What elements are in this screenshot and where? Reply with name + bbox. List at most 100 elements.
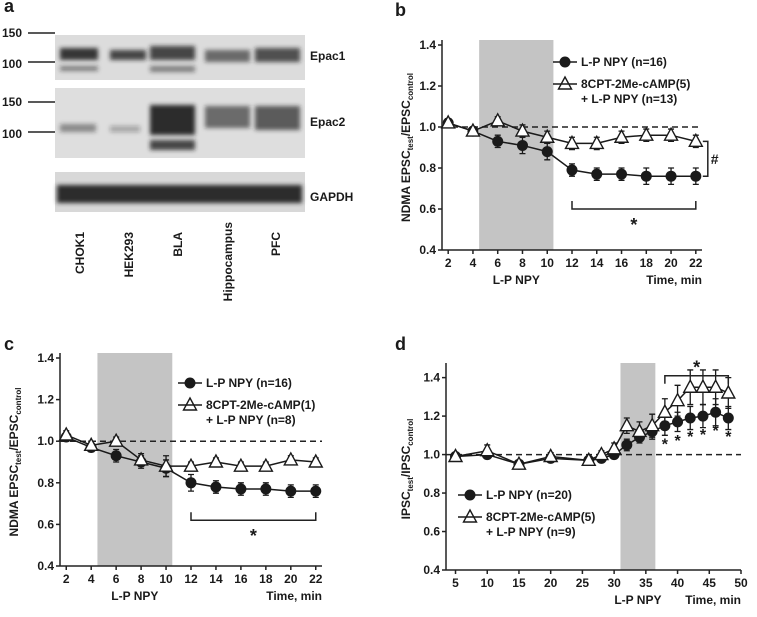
x-tick-label: 5: [452, 576, 459, 590]
mw-marker: 100: [2, 57, 22, 71]
series-line: [455, 411, 729, 465]
point-significance: *: [662, 437, 669, 454]
x-tick-label: 12: [184, 572, 198, 586]
significance-bracket: [571, 201, 697, 210]
data-point: [233, 457, 249, 472]
y-axis-label-part: NDMA EPSC: [7, 465, 21, 537]
y-axis-label-part: test: [406, 136, 415, 151]
y-axis-label: IPSCtest/IPSCcontrol: [399, 419, 415, 520]
y-axis-label: NDMA EPSCtest/EPSCcontrol: [7, 388, 23, 537]
x-tick-label: 10: [541, 256, 555, 270]
protein-label: Epac1: [310, 49, 346, 63]
data-point: [720, 384, 736, 399]
y-axis-label-part: control: [14, 388, 23, 415]
lane-label: HEK293: [122, 232, 136, 278]
y-axis-label-part: test: [406, 477, 415, 492]
data-point: [640, 170, 652, 182]
y-tick-label: 1.4: [37, 351, 54, 365]
x-tick-label: 45: [703, 576, 717, 590]
data-point: [697, 410, 709, 422]
legend-label: + L-P NPY (n=9): [486, 525, 576, 539]
x-axis-label: Time, min: [266, 589, 322, 603]
data-point: [283, 451, 299, 466]
legend-label: L-P NPY (n=16): [206, 376, 292, 390]
data-point: [682, 378, 698, 393]
legend-marker: [182, 396, 198, 411]
stimulus-shade: [620, 363, 656, 570]
y-axis-label-part: IPSC: [399, 491, 413, 519]
significance-label: *: [630, 215, 637, 235]
y-tick-label: 1.4: [423, 371, 440, 385]
y-tick-label: 0.6: [37, 517, 54, 531]
panel-letter: b: [395, 0, 406, 20]
x-tick-label: 10: [159, 572, 173, 586]
y-axis-label: NDMA EPSCtest/EPSCcontrol: [399, 73, 415, 222]
x-tick-label: 2: [445, 256, 452, 270]
data-point: [541, 146, 553, 158]
x-axis-label: L-P NPY: [493, 273, 540, 287]
x-tick-label: 18: [259, 572, 273, 586]
data-point: [566, 164, 578, 176]
x-tick-label: 30: [607, 576, 621, 590]
y-tick-label: 1.0: [423, 448, 440, 462]
mw-marker: 150: [2, 95, 22, 109]
x-tick-label: 16: [615, 256, 629, 270]
data-point: [621, 439, 633, 451]
significance-bracket: [664, 374, 730, 384]
x-tick-label: 40: [671, 576, 685, 590]
legend-marker: [462, 508, 478, 523]
y-tick-label: 0.8: [37, 476, 54, 490]
data-point: [690, 170, 702, 182]
mw-marker: 150: [2, 26, 22, 40]
legend-label: + L-P NPY (n=13): [581, 92, 677, 106]
data-point: [631, 423, 648, 438]
lane-label: BLA: [171, 232, 185, 257]
data-point: [539, 128, 555, 143]
x-tick-label: 6: [113, 572, 120, 586]
x-tick-label: 8: [519, 256, 526, 270]
data-point: [158, 457, 174, 472]
data-point: [110, 450, 122, 462]
significance-bracket: [190, 512, 317, 521]
panel-letter: d: [395, 334, 406, 354]
data-point: [695, 378, 711, 393]
data-point: [492, 135, 504, 147]
point-significance: *: [700, 427, 707, 444]
panel-letter: c: [4, 334, 14, 354]
y-axis-label-part: test: [14, 450, 23, 465]
x-tick-label: 4: [88, 572, 95, 586]
x-tick-label: 18: [640, 256, 654, 270]
protein-label: Epac2: [310, 115, 346, 129]
data-point: [606, 440, 622, 455]
data-point: [133, 451, 149, 466]
x-tick-label: 4: [470, 256, 477, 270]
x-tick-label: 15: [512, 576, 526, 590]
data-point: [669, 392, 686, 407]
x-tick-label: 14: [209, 572, 223, 586]
y-tick-label: 0.4: [37, 559, 54, 573]
x-tick-label: 35: [639, 576, 653, 590]
lane-label: PFC: [269, 232, 283, 256]
x-tick-label: 50: [734, 576, 748, 590]
y-tick-label: 0.4: [423, 563, 440, 577]
panel-letter: a: [4, 0, 15, 16]
data-point: [308, 453, 324, 468]
legend-label: 8CPT-2Me-cAMP(5): [581, 77, 690, 91]
data-point: [447, 448, 464, 463]
data-point: [210, 481, 222, 493]
point-significance: *: [725, 429, 732, 446]
y-tick-label: 1.0: [419, 120, 436, 134]
data-point: [616, 168, 628, 180]
data-point: [258, 457, 274, 472]
point-significance: *: [713, 423, 720, 440]
significance-label: *: [250, 526, 257, 546]
significance-label: #: [711, 151, 719, 167]
y-axis-label-part: /EPSC: [399, 100, 413, 136]
data-point: [543, 448, 559, 463]
data-point: [589, 134, 605, 150]
data-point: [260, 483, 272, 495]
data-point: [663, 126, 679, 141]
x-axis-label: Time, min: [646, 273, 702, 287]
data-point: [644, 417, 660, 432]
y-axis-label-part: /EPSC: [7, 414, 21, 450]
